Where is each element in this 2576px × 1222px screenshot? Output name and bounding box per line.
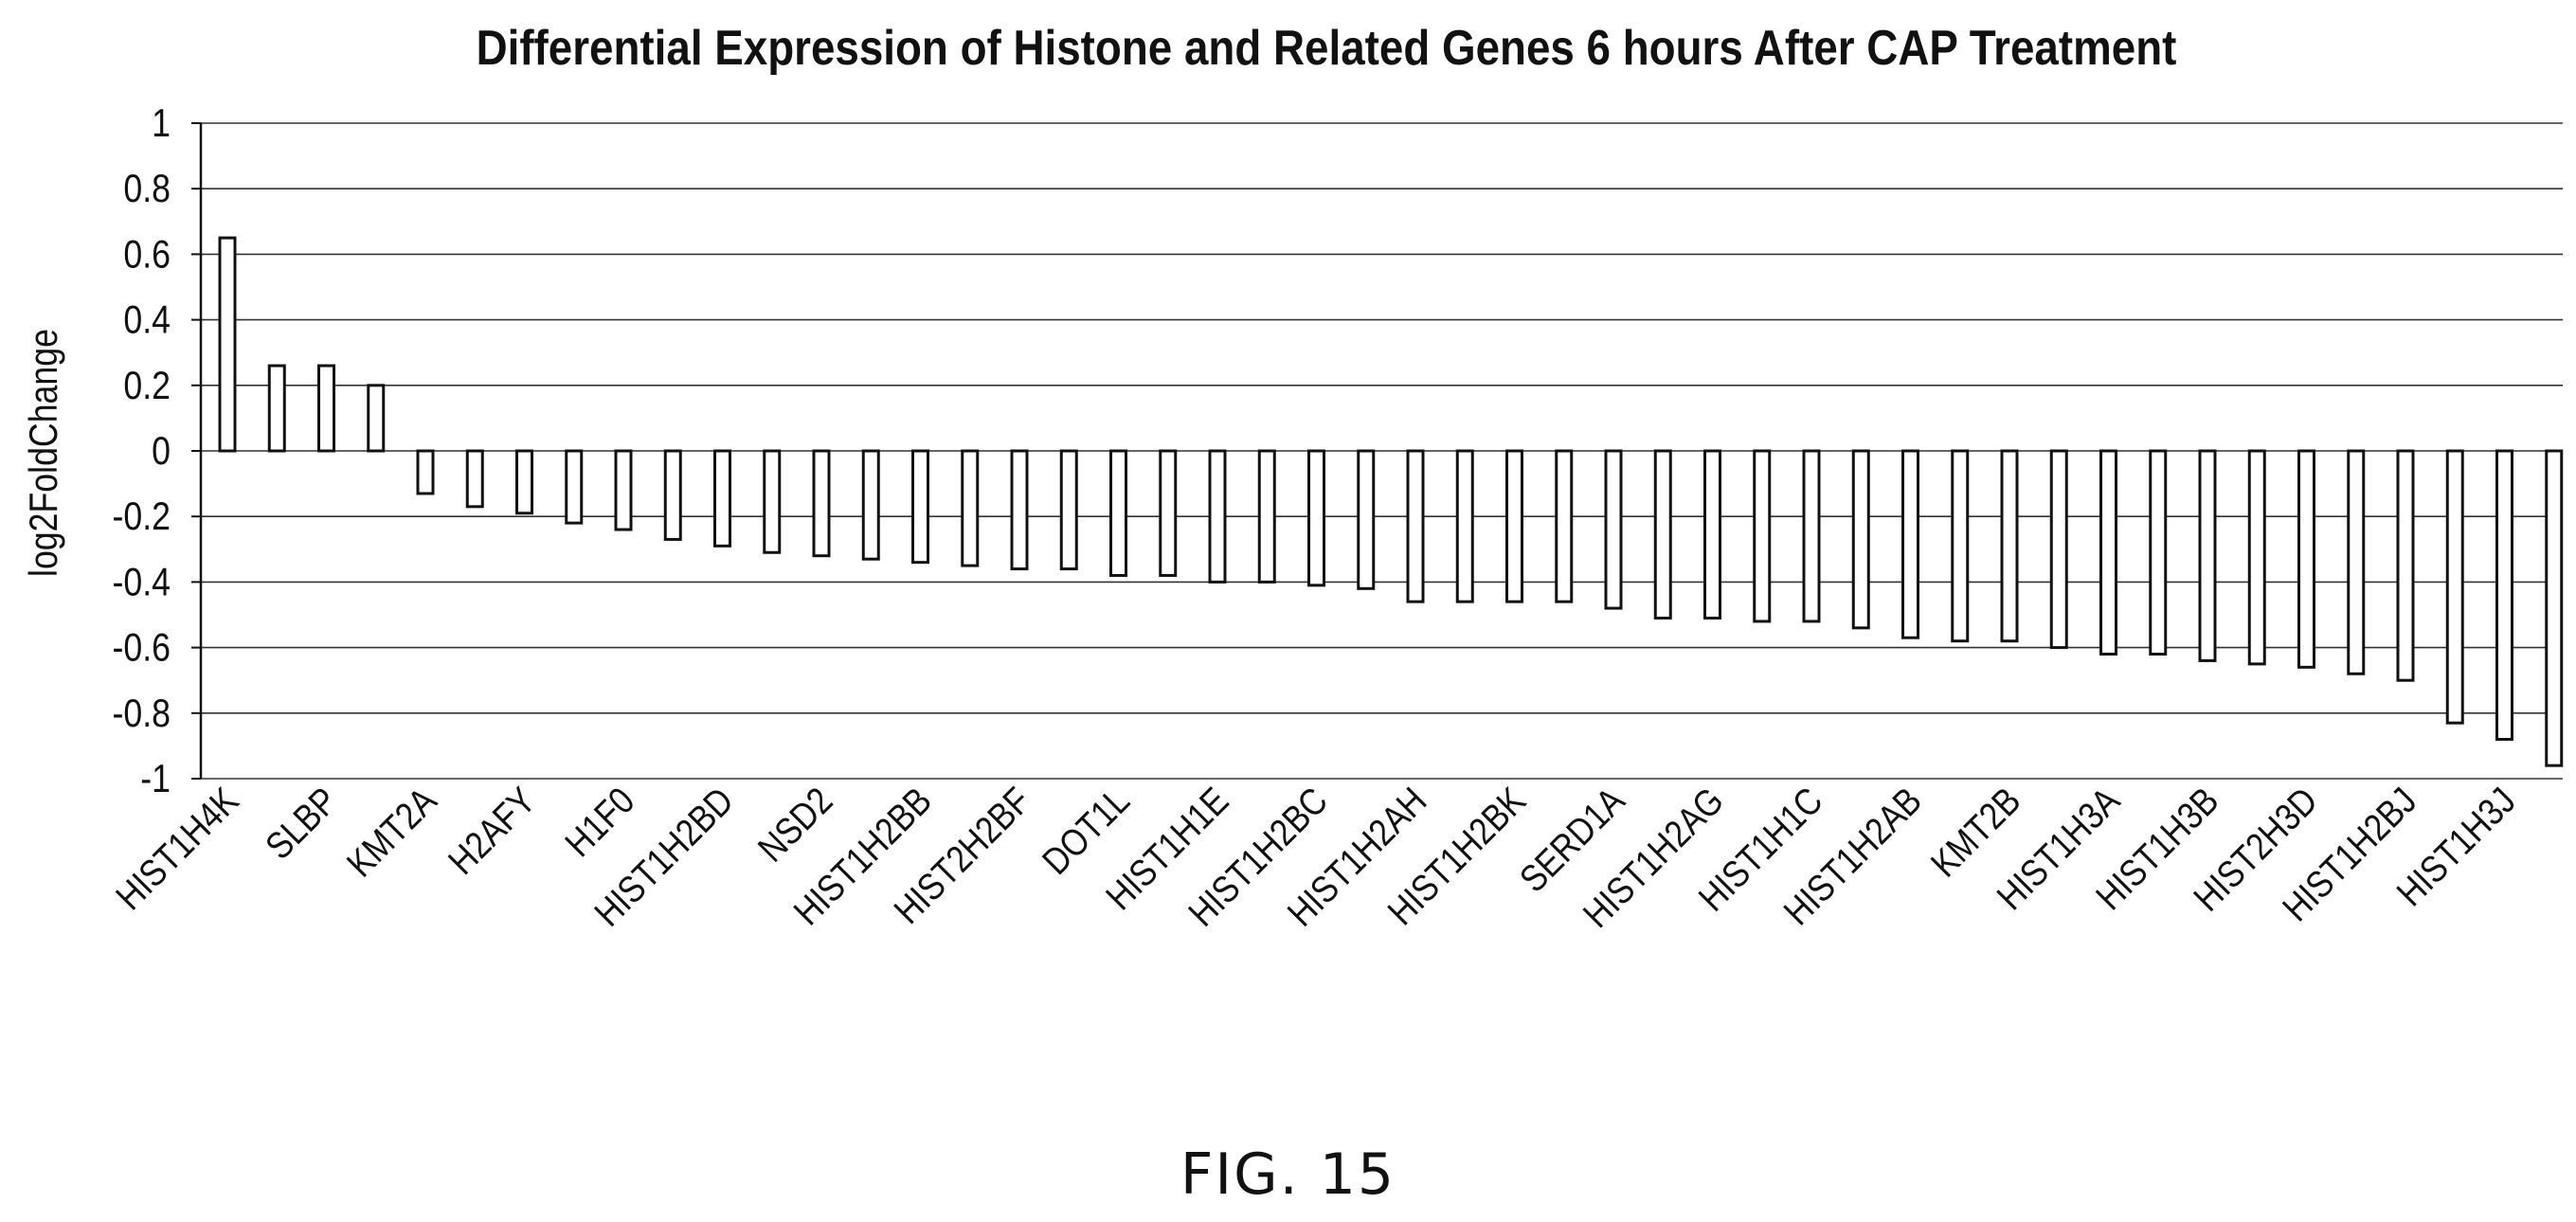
bar bbox=[1159, 449, 1178, 577]
bar bbox=[812, 449, 831, 558]
x-tick-label: H1F0 bbox=[556, 779, 642, 865]
bar bbox=[1109, 449, 1127, 577]
bar bbox=[267, 364, 286, 453]
bar bbox=[1753, 449, 1772, 623]
bar bbox=[1604, 449, 1623, 610]
bars bbox=[218, 236, 2564, 767]
bar bbox=[1208, 449, 1227, 584]
y-tick-label: 0.4 bbox=[123, 298, 171, 342]
y-axis-label: log2FoldChange bbox=[22, 329, 65, 577]
bar bbox=[515, 449, 533, 515]
bar bbox=[1357, 449, 1376, 590]
bar bbox=[2495, 449, 2513, 741]
bar bbox=[1059, 449, 1078, 571]
bar bbox=[1455, 449, 1474, 603]
y-tick-label: -0.6 bbox=[112, 626, 171, 670]
x-tick-label: SLBP bbox=[257, 779, 345, 867]
bar bbox=[565, 449, 584, 525]
bar bbox=[1010, 449, 1029, 571]
x-tick-label: H2AFY bbox=[440, 779, 543, 882]
bar bbox=[2396, 449, 2415, 682]
bar bbox=[1555, 449, 1574, 603]
bar bbox=[2049, 449, 2068, 650]
y-tick-label: 0.2 bbox=[123, 364, 171, 407]
bar bbox=[614, 449, 633, 531]
bar bbox=[2149, 449, 2168, 656]
bar bbox=[1406, 449, 1425, 603]
x-tick-label: NSD2 bbox=[749, 779, 840, 870]
y-tick-labels: 1 0.8 0.6 0.4 0.2 0 -0.2 -0.4 -0.6 -0.8 -1 bbox=[112, 101, 171, 800]
y-tick-label: -1 bbox=[140, 757, 171, 800]
bar bbox=[1505, 449, 1523, 603]
bar bbox=[2099, 449, 2117, 656]
y-tick-label: 1 bbox=[152, 101, 171, 145]
bar bbox=[1851, 449, 1870, 630]
bar bbox=[1901, 449, 1919, 639]
bar bbox=[1257, 449, 1276, 584]
bar bbox=[911, 449, 929, 565]
bar bbox=[2545, 449, 2564, 767]
bar bbox=[367, 384, 386, 453]
axes bbox=[191, 122, 203, 780]
y-tick-label: 0.6 bbox=[123, 233, 171, 277]
x-tick-label: HIST1H4K bbox=[107, 779, 246, 918]
bar bbox=[2198, 449, 2217, 662]
bar bbox=[713, 449, 731, 548]
chart-title: Differential Expression of Histone and R… bbox=[477, 21, 2177, 75]
y-tick-label: -0.2 bbox=[112, 495, 171, 539]
bar bbox=[1653, 449, 1672, 620]
y-tick-label: -0.4 bbox=[112, 561, 171, 604]
bar bbox=[218, 236, 237, 453]
bar bbox=[1951, 449, 1970, 643]
bar bbox=[961, 449, 980, 567]
bar bbox=[2000, 449, 2019, 643]
bar bbox=[1307, 449, 1325, 587]
gridlines bbox=[201, 122, 2563, 780]
bar bbox=[2247, 449, 2266, 666]
bar bbox=[416, 449, 435, 495]
bar bbox=[2347, 449, 2366, 675]
bar bbox=[465, 449, 484, 509]
y-tick-label: 0 bbox=[152, 429, 171, 473]
bar bbox=[763, 449, 782, 554]
bar bbox=[1802, 449, 1821, 623]
bar bbox=[1703, 449, 1721, 620]
bar bbox=[317, 364, 335, 453]
bar bbox=[663, 449, 682, 541]
y-tick-label: 0.8 bbox=[123, 168, 171, 211]
figure-caption: FIG. 15 bbox=[1180, 1141, 1396, 1208]
bar bbox=[2445, 449, 2464, 725]
x-tick-label: KMT2A bbox=[338, 779, 444, 885]
y-tick-label: -0.8 bbox=[112, 692, 171, 735]
bar bbox=[2297, 449, 2315, 669]
bar bbox=[861, 449, 880, 561]
